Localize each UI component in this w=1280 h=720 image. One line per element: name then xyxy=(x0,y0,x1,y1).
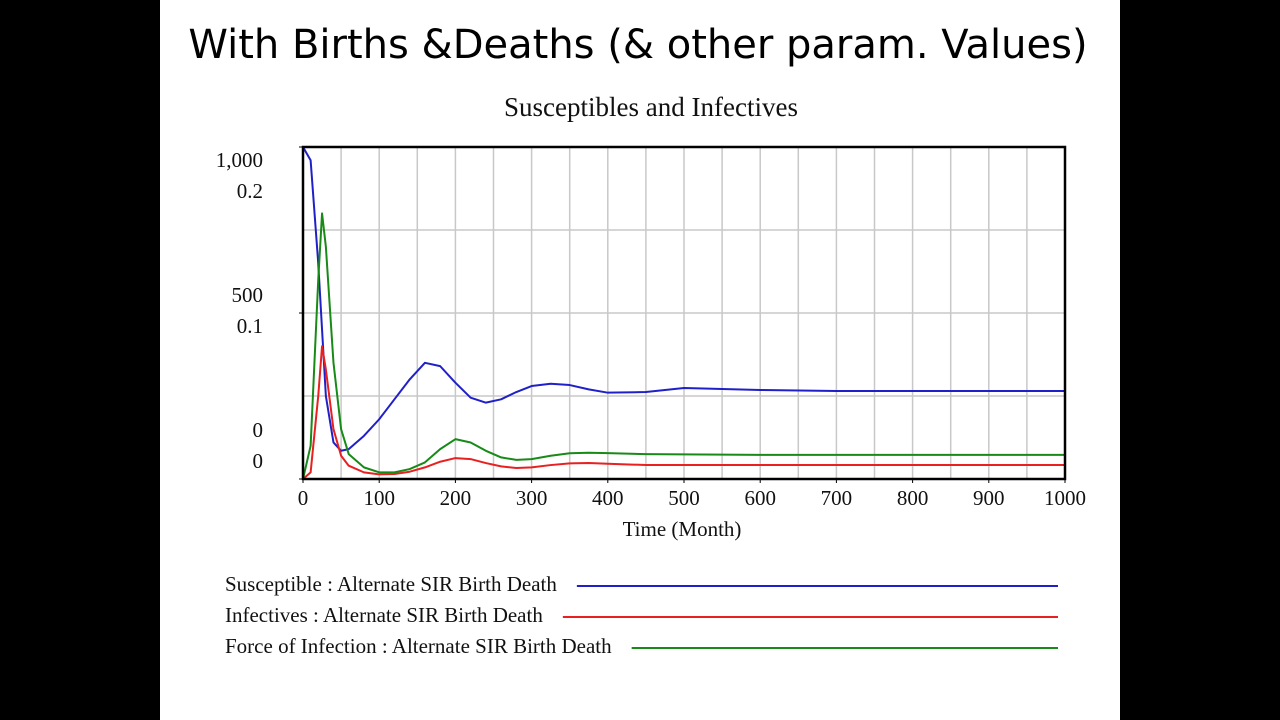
legend-label: Susceptible : Alternate SIR Birth Death xyxy=(225,572,557,596)
slide-title: With Births &Deaths (& other param. Valu… xyxy=(188,22,1087,68)
x-tick-label: 600 xyxy=(744,486,776,510)
chart-title: Susceptibles and Infectives xyxy=(504,92,798,122)
series-line xyxy=(302,345,1065,480)
y2-tick-label: 0.2 xyxy=(237,179,263,203)
y-tick-label: 0 xyxy=(253,418,264,442)
x-tick-label: 300 xyxy=(516,486,548,510)
x-tick-label: 400 xyxy=(592,486,624,510)
x-tick-label: 500 xyxy=(668,486,700,510)
legend-label: Infectives : Alternate SIR Birth Death xyxy=(225,603,543,627)
x-tick-label: 900 xyxy=(973,486,1005,510)
y-tick-label: 500 xyxy=(232,283,264,307)
y2-tick-label: 0 xyxy=(253,449,264,473)
x-axis-label: Time (Month) xyxy=(623,517,742,541)
series-line xyxy=(302,146,1065,452)
x-tick-label: 100 xyxy=(363,486,395,510)
series-line xyxy=(302,212,1065,480)
y-tick-label: 1,000 xyxy=(216,148,263,172)
x-tick-label: 800 xyxy=(897,486,929,510)
x-tick-label: 1000 xyxy=(1044,486,1086,510)
plot-frame xyxy=(301,145,1067,481)
x-tick-label: 200 xyxy=(440,486,472,510)
y2-tick-label: 0.1 xyxy=(237,314,263,338)
legend-label: Force of Infection : Alternate SIR Birth… xyxy=(225,634,612,658)
x-tick-label: 700 xyxy=(821,486,853,510)
x-tick-label: 0 xyxy=(298,486,309,510)
